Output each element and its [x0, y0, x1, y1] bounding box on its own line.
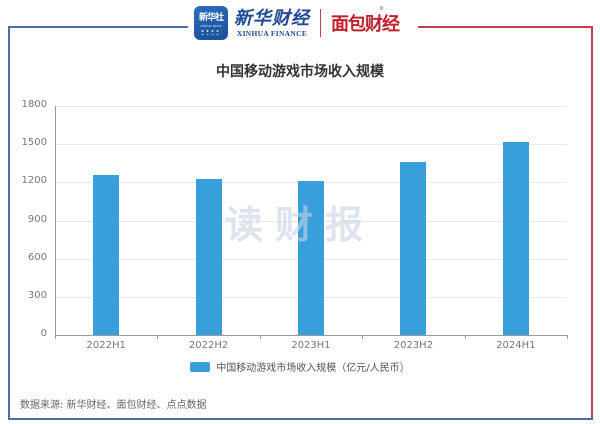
- bar-2023H1[interactable]: [298, 180, 324, 335]
- xinhua-finance-en: XINHUA FINANCE: [236, 28, 308, 38]
- frame-border-bottom: [8, 418, 593, 420]
- x-tick-label: 2024H1: [496, 340, 536, 351]
- header-logos: 新华社 XINHUA NEWS 新华财经 XINHUA FINANCE 面包财经…: [190, 4, 403, 42]
- x-tick-mark: [464, 335, 466, 339]
- mianbao-finance-logo: 面包财经 ®: [331, 6, 400, 36]
- x-tick-mark: [259, 335, 261, 339]
- y-tick-label: 600: [27, 251, 47, 263]
- app-icon-dots: [200, 29, 222, 35]
- y-axis-line: [55, 106, 56, 336]
- bar-2022H2[interactable]: [195, 178, 222, 335]
- legend-swatch: [190, 361, 211, 372]
- y-tick-label: 1200: [21, 175, 47, 187]
- x-tick-label: 2023H1: [291, 340, 331, 351]
- legend[interactable]: 中国移动游戏市场收入规模（亿元/人民币）: [0, 359, 600, 374]
- frame-border-right: [591, 26, 593, 420]
- bar-2023H2[interactable]: [400, 162, 427, 335]
- x-axis-line: [55, 335, 568, 336]
- xinhua-finance-cn: 新华财经: [234, 7, 310, 29]
- x-tick-mark: [362, 335, 364, 339]
- logo-separator: [320, 9, 321, 37]
- x-tick-mark: [157, 335, 159, 339]
- y-tick-label: 900: [27, 213, 47, 225]
- y-tick-label: 300: [27, 289, 47, 301]
- app-icon-text: 新华社: [198, 13, 224, 23]
- legend-label: 中国移动游戏市场收入规模（亿元/人民币）: [216, 363, 410, 374]
- x-tick-mark: [55, 335, 56, 339]
- registered-mark: ®: [379, 6, 384, 12]
- bar-2024H1[interactable]: [502, 142, 529, 335]
- mianbao-finance-text: 面包财经: [331, 14, 400, 35]
- y-tick-label: 0: [40, 328, 47, 339]
- app-icon-subtext: XINHUA NEWS: [200, 24, 222, 28]
- x-tick-label: 2022H1: [86, 340, 126, 351]
- data-source-note: 数据来源: 新华财经、面包财经、点点数据: [20, 400, 207, 411]
- frame-border-top-right: [418, 26, 593, 28]
- watermark: 读财报: [225, 203, 376, 247]
- gridline: [55, 106, 567, 107]
- frame-border-top-left: [8, 26, 188, 28]
- chart-title: 中国移动游戏市场收入规模: [216, 64, 384, 80]
- x-tick-mark: [567, 335, 568, 339]
- xinhua-finance-logo: 新华财经 XINHUA FINANCE: [234, 7, 310, 38]
- gridline: [55, 144, 567, 146]
- xinhua-app-icon: 新华社 XINHUA NEWS: [194, 6, 228, 40]
- x-tick-label: 2023H2: [393, 340, 434, 351]
- x-tick-label: 2022H2: [188, 340, 229, 351]
- y-tick-label: 1500: [21, 137, 47, 149]
- bar-2022H1[interactable]: [93, 175, 120, 335]
- y-tick-label: 1800: [21, 99, 47, 110]
- frame-border-left: [8, 26, 10, 420]
